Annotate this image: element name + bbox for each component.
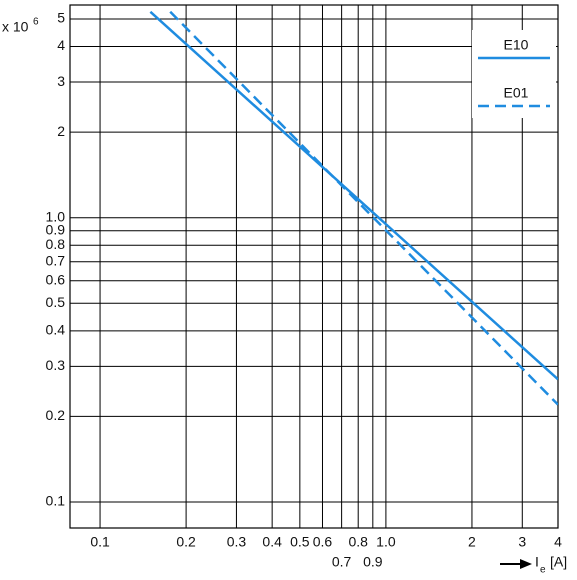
x-tick-label: 0.4 (262, 534, 282, 550)
x-tick-label: 0.7 (332, 554, 352, 570)
x-tick-label: 0.5 (290, 534, 310, 550)
x-tick-label: 0.1 (90, 534, 110, 550)
y-tick-label: 0.2 (46, 407, 66, 423)
legend-box (472, 30, 556, 118)
data-line (149, 10, 558, 381)
x-axis-arrowhead (520, 559, 532, 569)
x-tick-label: 2 (468, 534, 476, 550)
y-tick-label: 0.6 (46, 271, 66, 287)
y-tick-label: 0.7 (46, 252, 66, 268)
y-tick-label: 1.0 (46, 208, 66, 224)
y-tick-label: 4 (57, 37, 65, 53)
y-tick-label: 0.1 (46, 493, 66, 509)
x-tick-label: 1.0 (376, 534, 396, 550)
y-tick-label: 0.9 (46, 221, 66, 237)
axis-labels: x 10 6 I e [A] (2, 17, 567, 576)
x-tick-label: 0.6 (313, 534, 333, 550)
y-axis-label-exponent: 6 (33, 17, 39, 28)
x-tick-label: 3 (518, 534, 526, 550)
y-tick-label: 0.8 (46, 236, 66, 252)
y-tick-label: 0.3 (46, 357, 66, 373)
y-tick-label: 0.4 (46, 322, 66, 338)
y-axis-label: x 10 (2, 19, 29, 35)
x-axis-label: I (535, 554, 539, 570)
legend-label: E01 (504, 85, 529, 101)
x-tick-label: 0.8 (348, 534, 368, 550)
y-tick-label: 2 (57, 123, 65, 139)
legend-label: E10 (504, 37, 529, 53)
x-tick-label: 0.2 (176, 534, 196, 550)
y-tick-label: 5 (57, 10, 65, 26)
x-tick-label: 0.3 (227, 534, 247, 550)
x-tick-label: 0.9 (363, 554, 383, 570)
data-line (169, 10, 558, 406)
y-tick-label: 0.5 (46, 294, 66, 310)
x-axis-label-subscript: e (540, 565, 546, 576)
x-axis-label-unit: [A] (550, 554, 567, 570)
y-tick-label: 3 (57, 73, 65, 89)
x-tick-label: 4 (554, 534, 562, 550)
